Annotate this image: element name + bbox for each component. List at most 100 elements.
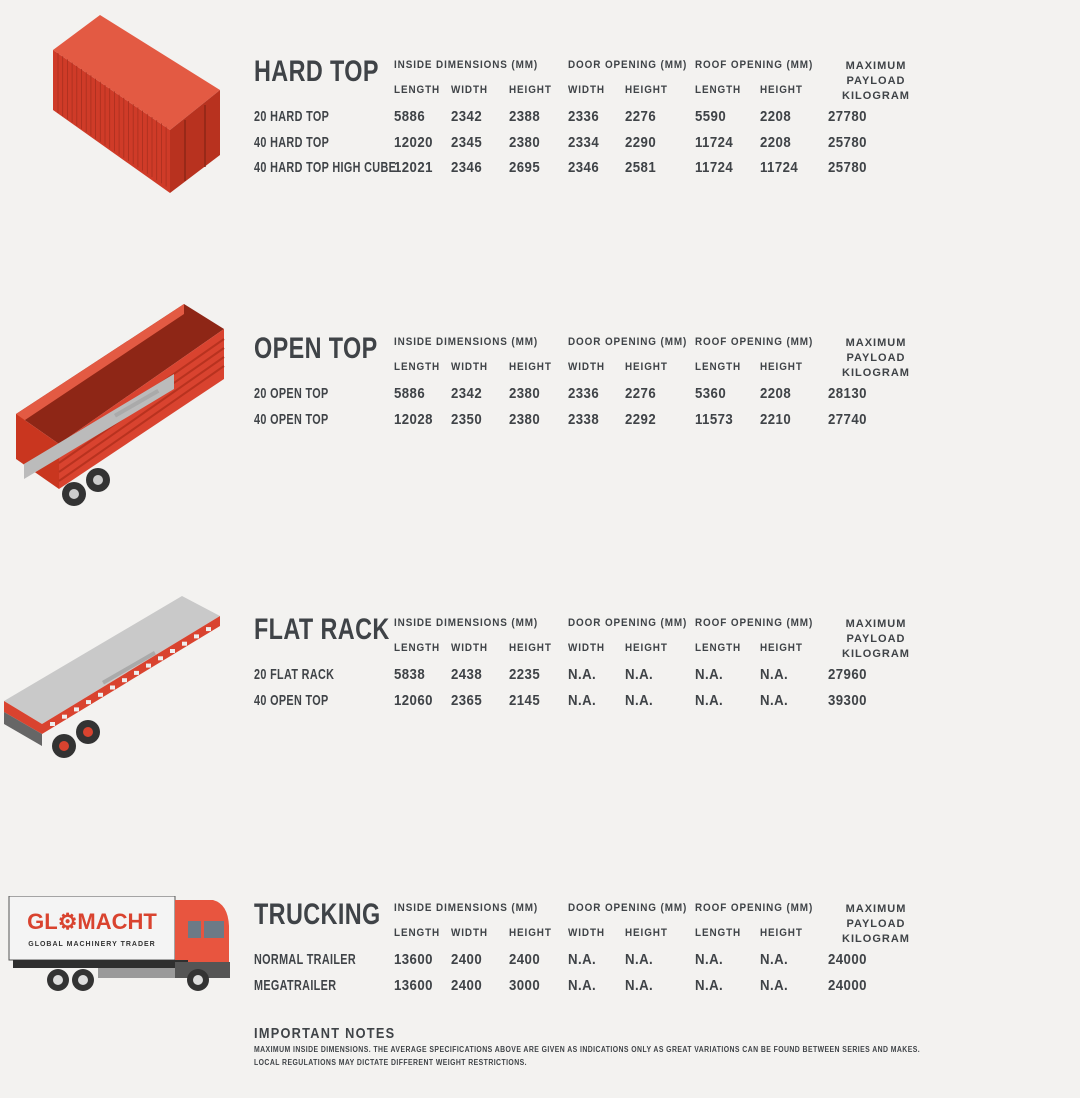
table-cell: 2400 [509, 951, 541, 968]
table-cell: N.A. [695, 951, 724, 968]
flat-rack-trailer-illustration [4, 596, 220, 758]
table-cell: 27960 [828, 666, 867, 683]
inside-dimensions-header: INSIDE DIMENSIONS (MM) [394, 902, 539, 914]
section-title: HARD TOP [254, 55, 379, 88]
notes-heading: IMPORTANT NOTES [254, 1025, 396, 1042]
table-cell: 25780 [828, 159, 867, 176]
table-cell: 2334 [568, 133, 600, 151]
table-cell: 2336 [568, 108, 600, 125]
sub-header: WIDTH [451, 84, 488, 96]
payload-line-1: MAXIMUM PAYLOAD [845, 337, 907, 364]
table-cell: 2365 [451, 691, 483, 709]
table-cell: 2380 [509, 385, 541, 402]
table-cell: N.A. [760, 951, 789, 968]
table-cell: N.A. [760, 976, 789, 994]
svg-text:GLOBAL MACHINERY TRADER: GLOBAL MACHINERY TRADER [28, 941, 155, 948]
open-top-trailer-illustration [16, 304, 225, 506]
sub-header: WIDTH [568, 642, 605, 654]
table-cell: 5360 [695, 385, 727, 402]
table-cell: 12028 [394, 410, 433, 428]
table-cell: N.A. [568, 666, 597, 683]
table-cell: N.A. [625, 666, 654, 683]
roof-opening-header: ROOF OPENING (MM) [695, 59, 814, 71]
table-cell: 2292 [625, 410, 657, 428]
sub-header: HEIGHT [625, 361, 668, 373]
payload-header: MAXIMUM PAYLOAD KILOGRAM [816, 902, 936, 947]
payload-line-1: MAXIMUM PAYLOAD [845, 618, 907, 645]
table-cell: 11724 [695, 159, 734, 176]
sub-header: HEIGHT [509, 927, 552, 939]
table-cell: 5886 [394, 385, 426, 402]
table-cell: 2210 [760, 410, 792, 428]
svg-text:GL⚙MACHT: GL⚙MACHT [27, 909, 157, 934]
table-cell: N.A. [625, 976, 654, 994]
row-name: 20 HARD TOP [254, 108, 330, 125]
row-name: NORMAL TRAILER [254, 951, 357, 968]
sub-header: HEIGHT [509, 84, 552, 96]
table-cell: 2345 [451, 133, 483, 151]
table-cell: N.A. [568, 951, 597, 968]
sub-header: HEIGHT [625, 927, 668, 939]
section-hard-top: HARD TOP INSIDE DIMENSIONS (MM) DOOR OPENI… [0, 15, 1080, 255]
table-cell: N.A. [625, 691, 654, 709]
table-cell: 2400 [451, 951, 483, 968]
sub-header: HEIGHT [625, 642, 668, 654]
sub-header: HEIGHT [760, 84, 803, 96]
table-cell: 2276 [625, 385, 657, 402]
table-cell: 39300 [828, 691, 867, 709]
sub-header: LENGTH [394, 361, 441, 373]
table-cell: 27780 [828, 108, 867, 125]
sub-header: HEIGHT [760, 361, 803, 373]
table-cell: N.A. [625, 951, 654, 968]
table-cell: 2208 [760, 133, 792, 151]
payload-line-2: KILOGRAM [842, 367, 910, 379]
door-opening-header: DOOR OPENING (MM) [568, 617, 688, 629]
sub-header: LENGTH [695, 361, 742, 373]
table-cell: 24000 [828, 951, 867, 968]
section-open-top: OPEN TOP INSIDE DIMENSIONS (MM) DOOR OPENI… [0, 304, 1080, 532]
important-notes: IMPORTANT NOTES MAXIMUM INSIDE DIMENSION… [254, 1025, 1029, 1068]
sub-header: WIDTH [451, 361, 488, 373]
sub-header: HEIGHT [760, 642, 803, 654]
table-cell: 12021 [394, 159, 433, 176]
door-opening-header: DOOR OPENING (MM) [568, 902, 688, 914]
table-cell: 2290 [625, 133, 657, 151]
row-name: 20 FLAT RACK [254, 666, 335, 683]
row-name: MEGATRAILER [254, 976, 337, 994]
sub-header: LENGTH [695, 927, 742, 939]
table-cell: 11724 [760, 159, 799, 176]
truck-illustration: GL⚙MACHT GLOBAL MACHINERY TRADER [8, 896, 230, 991]
table-cell: 2380 [509, 410, 541, 428]
inside-dimensions-header: INSIDE DIMENSIONS (MM) [394, 59, 539, 71]
notes-line-1: MAXIMUM INSIDE DIMENSIONS. THE AVERAGE S… [254, 1045, 921, 1054]
table-cell: 2145 [509, 691, 541, 709]
table-cell: 2342 [451, 385, 483, 402]
table-cell: 2346 [451, 159, 483, 176]
payload-line-2: KILOGRAM [842, 90, 910, 102]
section-trucking: GL⚙MACHT GLOBAL MACHINERY TRADER TRUCKIN… [0, 896, 1080, 1098]
row-name: 40 HARD TOP HIGH CUBE [254, 159, 397, 176]
table-cell: 12060 [394, 691, 433, 709]
payload-header: MAXIMUM PAYLOAD KILOGRAM [816, 336, 936, 381]
payload-line-1: MAXIMUM PAYLOAD [845, 903, 907, 930]
table-cell: 28130 [828, 385, 867, 402]
roof-opening-header: ROOF OPENING (MM) [695, 336, 814, 348]
table-cell: 13600 [394, 976, 433, 994]
table-cell: 2438 [451, 666, 483, 683]
table-cell: 2342 [451, 108, 483, 125]
table-cell: 2336 [568, 385, 600, 402]
table-cell: 2695 [509, 159, 541, 176]
table-cell: N.A. [695, 666, 724, 683]
table-cell: N.A. [695, 976, 724, 994]
payload-header: MAXIMUM PAYLOAD KILOGRAM [816, 59, 936, 104]
sub-header: WIDTH [451, 927, 488, 939]
table-cell: N.A. [568, 976, 597, 994]
table-cell: 2276 [625, 108, 657, 125]
table-cell: 13600 [394, 951, 433, 968]
sub-header: LENGTH [695, 84, 742, 96]
table-cell: N.A. [760, 666, 789, 683]
table-cell: N.A. [760, 691, 789, 709]
table-cell: 25780 [828, 133, 867, 151]
row-name: 40 HARD TOP [254, 133, 330, 151]
hard-top-container-illustration [53, 15, 220, 193]
